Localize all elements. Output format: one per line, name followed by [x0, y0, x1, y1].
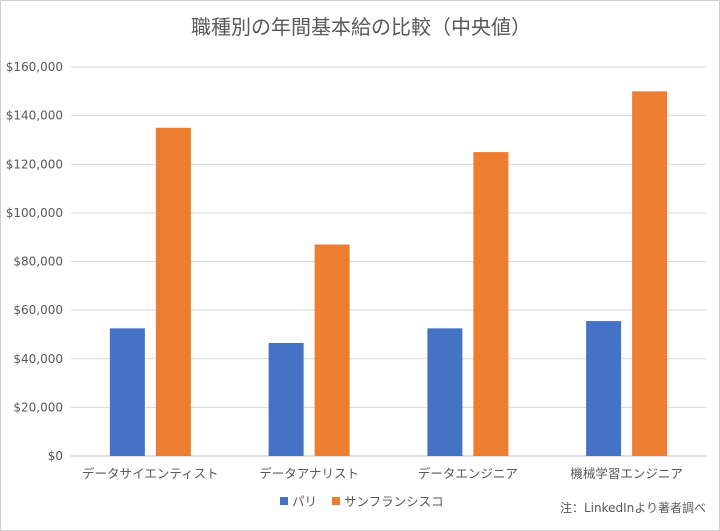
y-tick-label: $60,000: [13, 303, 63, 317]
x-axis-category-labels: データサイエンティスト データアナリスト データエンジニア 機械学習エンジニア: [82, 466, 683, 481]
bar-san-francisco: [314, 244, 350, 456]
legend-label: サンフランシスコ: [344, 494, 444, 509]
bar-paris: [109, 328, 145, 456]
legend: パリ サンフランシスコ: [280, 494, 444, 509]
y-tick-label: $100,000: [6, 206, 63, 220]
y-axis-tick-labels: $0 $20,000 $40,000 $60,000 $80,000 $100,000 $1…: [6, 60, 63, 463]
y-tick-label: $0: [48, 449, 63, 463]
bar-san-francisco: [473, 152, 509, 456]
y-tick-label: $80,000: [13, 255, 63, 269]
y-tick-label: $160,000: [6, 60, 63, 74]
bars: [109, 91, 668, 456]
legend-swatch: [332, 497, 340, 505]
y-tick-label: $120,000: [6, 157, 63, 171]
x-category-label: データアナリスト: [259, 466, 359, 481]
bar-san-francisco: [632, 91, 668, 456]
bar-san-francisco: [155, 127, 191, 456]
y-tick-label: $40,000: [13, 352, 63, 366]
x-category-label: 機械学習エンジニア: [570, 466, 683, 481]
x-category-label: データサイエンティスト: [82, 466, 219, 481]
legend-label: パリ: [292, 494, 317, 509]
y-tick-label: $20,000: [13, 400, 63, 414]
y-tick-label: $140,000: [6, 109, 63, 123]
bar-paris: [427, 328, 463, 456]
chart-title: 職種別の年間基本給の比較（中央値）: [191, 15, 531, 39]
bar-paris: [586, 321, 622, 456]
legend-swatch: [280, 497, 288, 505]
bar-paris: [268, 342, 304, 456]
x-category-label: データエンジニア: [418, 466, 518, 481]
source-note: 注：LinkedInより著者調べ: [560, 500, 706, 515]
